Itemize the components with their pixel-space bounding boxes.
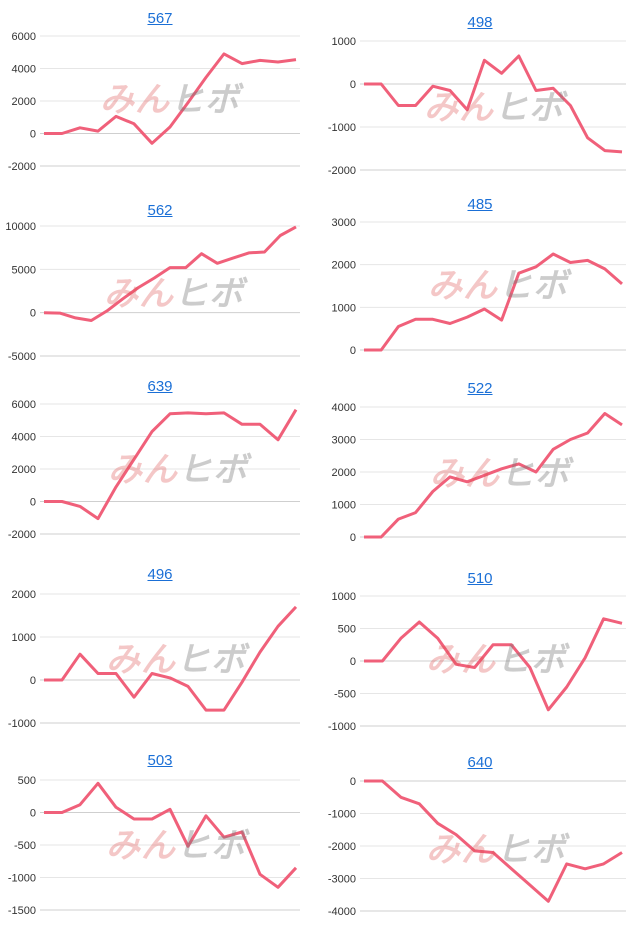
chart-panel-503: 500 0 -500 -1000 -1500 503 みんヒボ: [0, 744, 320, 931]
y-tick-label: -500: [334, 689, 356, 701]
chart-title-link[interactable]: 503: [147, 752, 173, 769]
chart-panel-640: 0 -1000 -2000 -3000 -4000 640 みんヒボ: [320, 744, 640, 931]
line-chart: 10000 5000 0 -5000: [5, 221, 300, 363]
y-tick-label: 0: [350, 79, 356, 91]
series-line: [364, 54, 623, 154]
y-tick-label: -1000: [328, 721, 356, 733]
y-tick-label: 0: [350, 532, 356, 544]
chart-panel-567: 6000 4000 2000 0 -2000 567 みんヒボ: [0, 0, 320, 186]
chart-title-link[interactable]: 485: [467, 196, 493, 213]
y-tick-label: 0: [30, 675, 36, 687]
series-line: [43, 225, 297, 322]
y-tick-label: 10000: [5, 221, 36, 233]
y-tick-label: 1000: [332, 500, 356, 512]
y-tick-label: 0: [30, 308, 36, 320]
y-tick-label: -4000: [328, 906, 356, 918]
chart-panel-485: 3000 2000 1000 0 485 みんヒボ: [320, 186, 640, 372]
y-tick-label: 2000: [12, 96, 36, 108]
y-tick-label: -2000: [328, 841, 356, 853]
line-chart: 2000 1000 0 -1000: [8, 589, 300, 730]
chart-panel-522: 4000 3000 2000 1000 0 522 みんヒボ: [320, 372, 640, 558]
y-tick-label: -500: [14, 840, 36, 852]
y-tick-label: 0: [30, 497, 36, 509]
y-tick-label: 1000: [12, 632, 36, 644]
series-line: [364, 617, 623, 712]
line-chart: 3000 2000 1000 0: [332, 217, 626, 357]
chart-panel-510: 1000 500 0 -500 -1000 510 みんヒボ: [320, 558, 640, 744]
series-line: [44, 605, 298, 712]
y-tick-label: 4000: [12, 432, 36, 444]
y-tick-label: 0: [350, 776, 356, 788]
chart-panel-498: 1000 0 -1000 -2000 498 みんヒボ: [320, 0, 640, 186]
y-tick-label: 6000: [12, 399, 36, 411]
y-tick-label: 2000: [332, 467, 356, 479]
y-tick-label: -2000: [8, 529, 36, 541]
chart-title-link[interactable]: 510: [467, 570, 493, 587]
y-tick-label: -1500: [8, 905, 36, 917]
chart-panel-496: 2000 1000 0 -1000 496 みんヒボ: [0, 558, 320, 744]
y-tick-label: 500: [18, 775, 36, 787]
line-chart: 1000 500 0 -500 -1000: [328, 591, 626, 733]
line-chart: 4000 3000 2000 1000 0: [332, 402, 626, 544]
chart-title-link[interactable]: 522: [467, 380, 493, 397]
series-line: [44, 408, 298, 521]
y-tick-label: 5000: [12, 264, 36, 276]
line-chart: 6000 4000 2000 0 -2000: [8, 31, 300, 173]
y-tick-label: 1000: [332, 36, 356, 48]
series-line: [364, 252, 623, 352]
chart-panel-639: 6000 4000 2000 0 -2000 639 みんヒボ: [0, 372, 320, 558]
line-chart: 1000 0 -1000 -2000: [328, 36, 626, 177]
y-tick-label: -3000: [328, 874, 356, 886]
y-tick-label: -2000: [8, 161, 36, 173]
line-chart: 0 -1000 -2000 -3000 -4000: [328, 776, 626, 918]
y-tick-label: -1000: [328, 809, 356, 821]
y-tick-label: 2000: [332, 260, 356, 272]
chart-title-link[interactable]: 496: [147, 566, 173, 583]
y-tick-label: 1000: [332, 591, 356, 603]
y-tick-label: 0: [30, 129, 36, 141]
chart-panel-562: 10000 5000 0 -5000 562 みんヒボ: [0, 186, 320, 372]
series-line: [364, 412, 623, 539]
y-tick-label: 500: [338, 624, 356, 636]
series-line: [44, 52, 297, 145]
y-tick-label: 2000: [12, 589, 36, 601]
chart-title-link[interactable]: 498: [467, 14, 493, 31]
chart-title-link[interactable]: 562: [147, 202, 173, 219]
line-chart: 6000 4000 2000 0 -2000: [8, 399, 300, 541]
y-tick-label: 1000: [332, 302, 356, 314]
y-tick-label: -1000: [8, 873, 36, 885]
y-tick-label: 2000: [12, 464, 36, 476]
y-tick-label: 3000: [332, 435, 356, 447]
chart-title-link[interactable]: 567: [147, 10, 173, 27]
series-line: [44, 781, 298, 889]
chart-title-link[interactable]: 640: [467, 754, 493, 771]
series-line: [364, 779, 623, 903]
y-tick-label: -5000: [8, 351, 36, 363]
chart-title-link[interactable]: 639: [147, 378, 173, 395]
y-tick-label: 0: [30, 808, 36, 820]
y-tick-label: -1000: [328, 122, 356, 134]
y-tick-label: 0: [350, 656, 356, 668]
y-tick-label: 3000: [332, 217, 356, 229]
line-chart: 500 0 -500 -1000 -1500: [8, 775, 300, 917]
y-tick-label: 4000: [12, 64, 36, 76]
y-tick-label: 6000: [12, 31, 36, 43]
y-tick-label: 4000: [332, 402, 356, 414]
y-tick-label: -1000: [8, 718, 36, 730]
y-tick-label: -2000: [328, 165, 356, 177]
y-tick-label: 0: [350, 345, 356, 357]
